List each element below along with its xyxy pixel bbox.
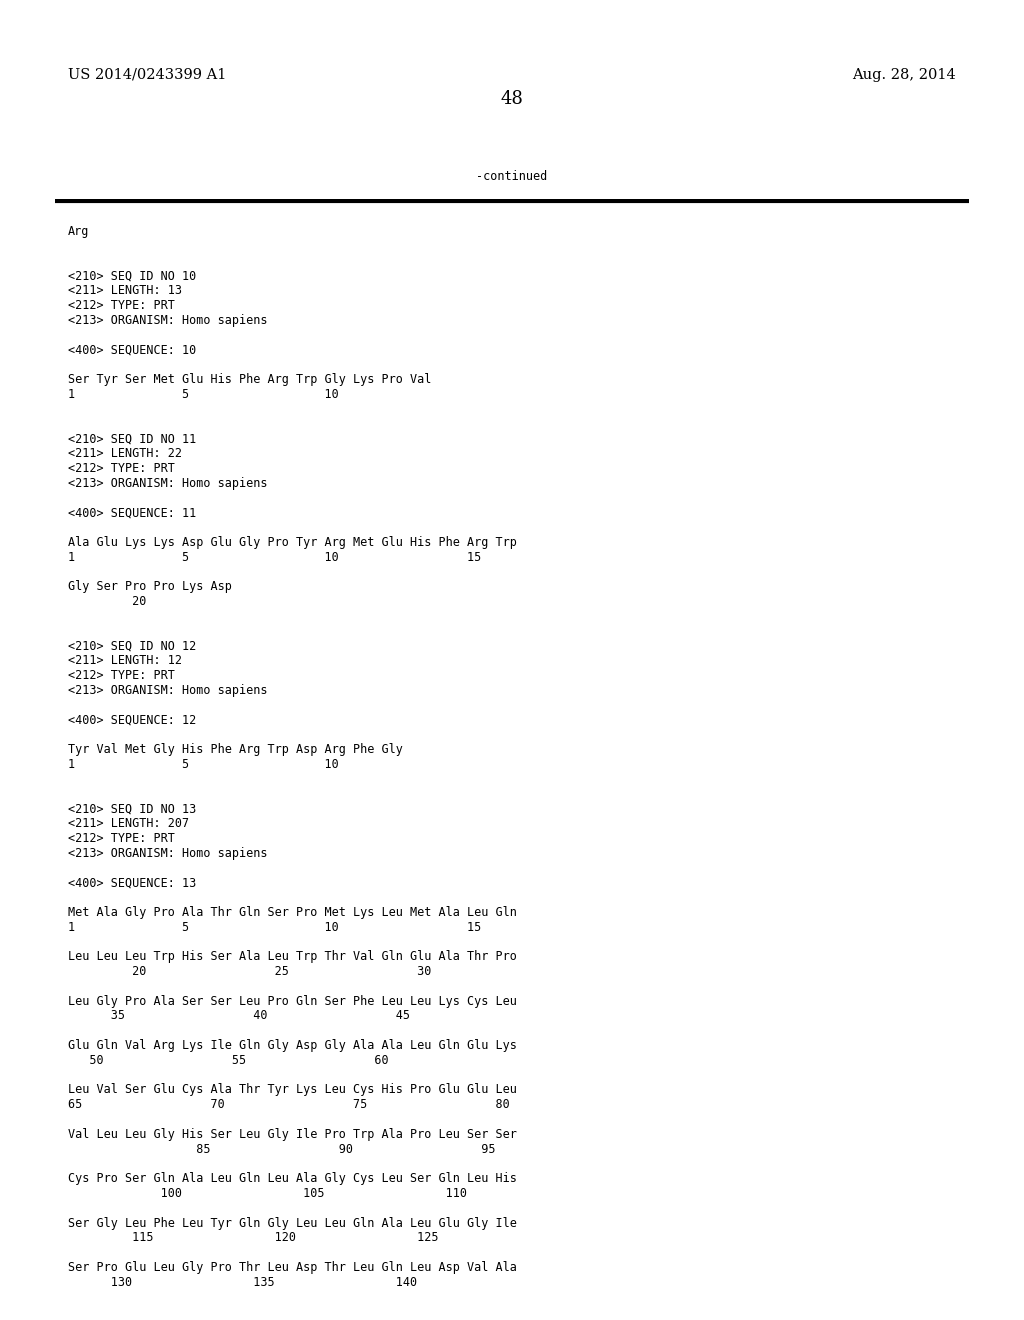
Text: Gly Ser Pro Pro Lys Asp: Gly Ser Pro Pro Lys Asp — [68, 581, 231, 593]
Text: 48: 48 — [501, 90, 523, 108]
Text: <210> SEQ ID NO 12: <210> SEQ ID NO 12 — [68, 639, 197, 652]
Text: <213> ORGANISM: Homo sapiens: <213> ORGANISM: Homo sapiens — [68, 846, 267, 859]
Text: Tyr Val Met Gly His Phe Arg Trp Asp Arg Phe Gly: Tyr Val Met Gly His Phe Arg Trp Asp Arg … — [68, 743, 402, 756]
Text: 1               5                   10: 1 5 10 — [68, 388, 339, 401]
Text: Cys Pro Ser Gln Ala Leu Gln Leu Ala Gly Cys Leu Ser Gln Leu His: Cys Pro Ser Gln Ala Leu Gln Leu Ala Gly … — [68, 1172, 517, 1185]
Text: Glu Gln Val Arg Lys Ile Gln Gly Asp Gly Ala Ala Leu Gln Glu Lys: Glu Gln Val Arg Lys Ile Gln Gly Asp Gly … — [68, 1039, 517, 1052]
Text: <212> TYPE: PRT: <212> TYPE: PRT — [68, 832, 175, 845]
Text: <210> SEQ ID NO 13: <210> SEQ ID NO 13 — [68, 803, 197, 816]
Text: US 2014/0243399 A1: US 2014/0243399 A1 — [68, 69, 226, 82]
Text: <213> ORGANISM: Homo sapiens: <213> ORGANISM: Homo sapiens — [68, 684, 267, 697]
Text: 1               5                   10                  15: 1 5 10 15 — [68, 550, 481, 564]
Text: Met Ala Gly Pro Ala Thr Gln Ser Pro Met Lys Leu Met Ala Leu Gln: Met Ala Gly Pro Ala Thr Gln Ser Pro Met … — [68, 906, 517, 919]
Text: <212> TYPE: PRT: <212> TYPE: PRT — [68, 462, 175, 475]
Text: <213> ORGANISM: Homo sapiens: <213> ORGANISM: Homo sapiens — [68, 314, 267, 327]
Text: 35                  40                  45: 35 40 45 — [68, 1010, 410, 1023]
Text: 65                  70                  75                  80: 65 70 75 80 — [68, 1098, 510, 1111]
Text: 115                 120                 125: 115 120 125 — [68, 1232, 438, 1245]
Text: 20: 20 — [68, 595, 146, 609]
Text: Ser Pro Glu Leu Gly Pro Thr Leu Asp Thr Leu Gln Leu Asp Val Ala: Ser Pro Glu Leu Gly Pro Thr Leu Asp Thr … — [68, 1261, 517, 1274]
Text: <400> SEQUENCE: 11: <400> SEQUENCE: 11 — [68, 506, 197, 519]
Text: <212> TYPE: PRT: <212> TYPE: PRT — [68, 300, 175, 312]
Text: <211> LENGTH: 13: <211> LENGTH: 13 — [68, 284, 182, 297]
Text: 50                  55                  60: 50 55 60 — [68, 1053, 389, 1067]
Text: <400> SEQUENCE: 12: <400> SEQUENCE: 12 — [68, 713, 197, 726]
Text: <210> SEQ ID NO 10: <210> SEQ ID NO 10 — [68, 269, 197, 282]
Text: 20                  25                  30: 20 25 30 — [68, 965, 431, 978]
Text: <400> SEQUENCE: 13: <400> SEQUENCE: 13 — [68, 876, 197, 890]
Text: Ser Gly Leu Phe Leu Tyr Gln Gly Leu Leu Gln Ala Leu Glu Gly Ile: Ser Gly Leu Phe Leu Tyr Gln Gly Leu Leu … — [68, 1217, 517, 1230]
Text: Ala Glu Lys Lys Asp Glu Gly Pro Tyr Arg Met Glu His Phe Arg Trp: Ala Glu Lys Lys Asp Glu Gly Pro Tyr Arg … — [68, 536, 517, 549]
Text: -continued: -continued — [476, 170, 548, 183]
Text: <211> LENGTH: 12: <211> LENGTH: 12 — [68, 655, 182, 667]
Text: <211> LENGTH: 22: <211> LENGTH: 22 — [68, 447, 182, 459]
Text: 100                 105                 110: 100 105 110 — [68, 1187, 467, 1200]
Text: Aug. 28, 2014: Aug. 28, 2014 — [852, 69, 956, 82]
Text: 130                 135                 140: 130 135 140 — [68, 1276, 417, 1288]
Text: 1               5                   10: 1 5 10 — [68, 758, 339, 771]
Text: <213> ORGANISM: Homo sapiens: <213> ORGANISM: Homo sapiens — [68, 477, 267, 490]
Text: Leu Gly Pro Ala Ser Ser Leu Pro Gln Ser Phe Leu Leu Lys Cys Leu: Leu Gly Pro Ala Ser Ser Leu Pro Gln Ser … — [68, 994, 517, 1007]
Text: Leu Leu Leu Trp His Ser Ala Leu Trp Thr Val Gln Glu Ala Thr Pro: Leu Leu Leu Trp His Ser Ala Leu Trp Thr … — [68, 950, 517, 964]
Text: <211> LENGTH: 207: <211> LENGTH: 207 — [68, 817, 189, 830]
Text: 1               5                   10                  15: 1 5 10 15 — [68, 920, 481, 933]
Text: 85                  90                  95: 85 90 95 — [68, 1143, 496, 1155]
Text: <212> TYPE: PRT: <212> TYPE: PRT — [68, 669, 175, 682]
Text: Ser Tyr Ser Met Glu His Phe Arg Trp Gly Lys Pro Val: Ser Tyr Ser Met Glu His Phe Arg Trp Gly … — [68, 374, 431, 385]
Text: Arg: Arg — [68, 224, 89, 238]
Text: <210> SEQ ID NO 11: <210> SEQ ID NO 11 — [68, 432, 197, 445]
Text: Val Leu Leu Gly His Ser Leu Gly Ile Pro Trp Ala Pro Leu Ser Ser: Val Leu Leu Gly His Ser Leu Gly Ile Pro … — [68, 1127, 517, 1140]
Text: <400> SEQUENCE: 10: <400> SEQUENCE: 10 — [68, 343, 197, 356]
Text: Leu Val Ser Glu Cys Ala Thr Tyr Lys Leu Cys His Pro Glu Glu Leu: Leu Val Ser Glu Cys Ala Thr Tyr Lys Leu … — [68, 1084, 517, 1097]
